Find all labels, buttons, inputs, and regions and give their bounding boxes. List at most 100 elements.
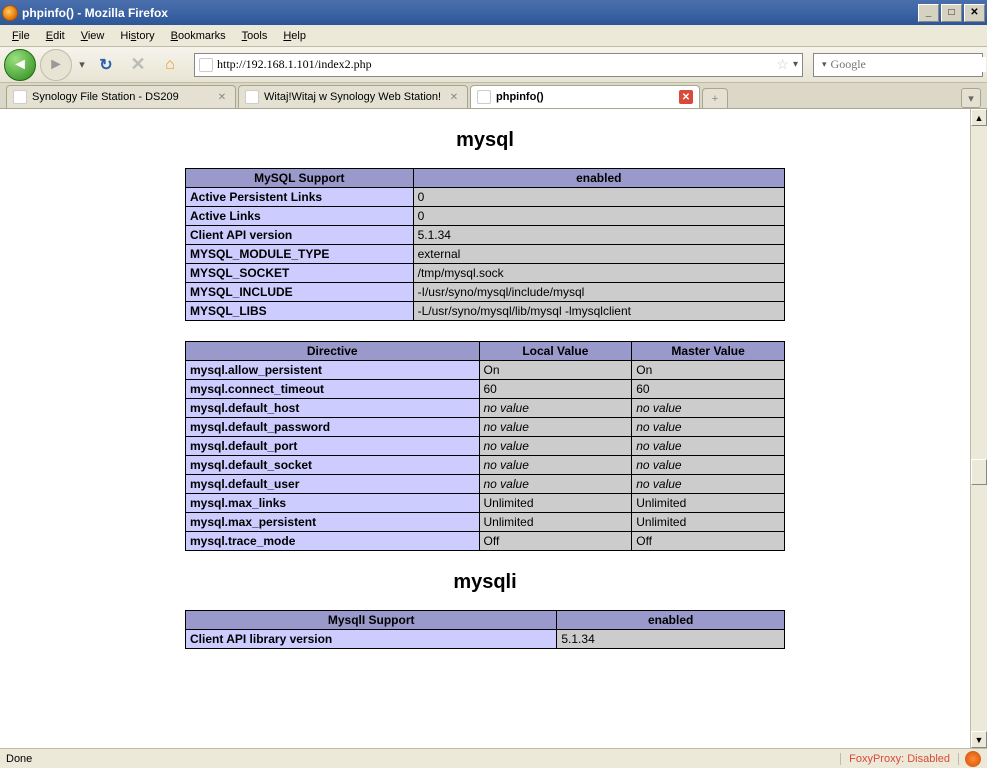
table-value: Off bbox=[479, 532, 632, 551]
table-value: no value bbox=[479, 437, 632, 456]
foxyproxy-status[interactable]: FoxyProxy: Disabled bbox=[840, 753, 959, 765]
tab-favicon-icon bbox=[245, 90, 259, 104]
bookmark-star-icon[interactable]: ☆ bbox=[776, 56, 789, 73]
table-row: MYSQL_LIBS-L/usr/syno/mysql/lib/mysql -l… bbox=[186, 302, 785, 321]
table-value: external bbox=[413, 245, 784, 264]
scroll-up-button[interactable]: ▲ bbox=[971, 109, 987, 126]
table-value: On bbox=[632, 361, 785, 380]
table-key: mysql.default_port bbox=[186, 437, 480, 456]
tab-label: phpinfo() bbox=[496, 91, 674, 103]
stop-button[interactable]: ✕ bbox=[128, 55, 148, 75]
reload-button[interactable]: ↻ bbox=[96, 55, 116, 75]
table-header: Directive bbox=[186, 342, 480, 361]
close-button[interactable]: ✕ bbox=[964, 4, 985, 22]
tab-close-icon[interactable]: ✕ bbox=[447, 90, 461, 104]
content-area: mysql MySQL Support enabled Active Persi… bbox=[0, 109, 987, 748]
maximize-button[interactable]: □ bbox=[941, 4, 962, 22]
menu-tools[interactable]: Tools bbox=[234, 28, 276, 44]
table-value: -I/usr/syno/mysql/include/mysql bbox=[413, 283, 784, 302]
table-row: MYSQL_INCLUDE-I/usr/syno/mysql/include/m… bbox=[186, 283, 785, 302]
table-row: mysql.connect_timeout6060 bbox=[186, 380, 785, 399]
status-icon[interactable] bbox=[965, 751, 981, 767]
table-row: Client API library version5.1.34 bbox=[186, 630, 785, 649]
tab-favicon-icon bbox=[13, 90, 27, 104]
table-key: mysql.allow_persistent bbox=[186, 361, 480, 380]
tab-list-button[interactable]: ▾ bbox=[961, 88, 981, 108]
table-value: 60 bbox=[632, 380, 785, 399]
table-row: mysql.default_hostno valueno value bbox=[186, 399, 785, 418]
scroll-track[interactable] bbox=[971, 126, 987, 731]
table-value: no value bbox=[632, 456, 785, 475]
table-value: Off bbox=[632, 532, 785, 551]
table-row: mysql.max_persistentUnlimitedUnlimited bbox=[186, 513, 785, 532]
table-header: enabled bbox=[557, 611, 785, 630]
table-value: /tmp/mysql.sock bbox=[413, 264, 784, 283]
scroll-down-button[interactable]: ▼ bbox=[971, 731, 987, 748]
table-key: mysql.default_password bbox=[186, 418, 480, 437]
menu-file[interactable]: File bbox=[4, 28, 38, 44]
table-header: MySQL Support bbox=[186, 169, 414, 188]
window-titlebar: phpinfo() - Mozilla Firefox _ □ ✕ bbox=[0, 0, 987, 25]
search-input[interactable] bbox=[831, 57, 986, 72]
table-key: MYSQL_MODULE_TYPE bbox=[186, 245, 414, 264]
section-heading: mysqli bbox=[0, 571, 970, 594]
table-key: mysql.connect_timeout bbox=[186, 380, 480, 399]
table-value: no value bbox=[479, 456, 632, 475]
search-box[interactable]: ▾ 🔍 bbox=[813, 53, 983, 77]
table-key: mysql.default_socket bbox=[186, 456, 480, 475]
table-key: MYSQL_INCLUDE bbox=[186, 283, 414, 302]
table-value: no value bbox=[632, 418, 785, 437]
table-row: Active Links0 bbox=[186, 207, 785, 226]
table-value: 0 bbox=[413, 207, 784, 226]
url-dropdown-icon[interactable]: ▾ bbox=[793, 59, 798, 70]
table-value: -L/usr/syno/mysql/lib/mysql -lmysqlclien… bbox=[413, 302, 784, 321]
table-key: Client API version bbox=[186, 226, 414, 245]
table-row: MYSQL_MODULE_TYPEexternal bbox=[186, 245, 785, 264]
table-value: 0 bbox=[413, 188, 784, 207]
tab-close-icon[interactable]: ✕ bbox=[215, 90, 229, 104]
forward-button[interactable]: ► bbox=[40, 49, 72, 81]
arrow-right-icon: ► bbox=[48, 56, 64, 74]
arrow-left-icon: ◄ bbox=[12, 56, 28, 74]
vertical-scrollbar[interactable]: ▲ ▼ bbox=[970, 109, 987, 748]
nav-history-dropdown[interactable]: ▾ bbox=[76, 56, 88, 74]
table-value: 5.1.34 bbox=[413, 226, 784, 245]
tab-1[interactable]: Witaj!Witaj w Synology Web Station! ✕ bbox=[238, 85, 468, 108]
menu-history[interactable]: History bbox=[112, 28, 162, 44]
menu-help[interactable]: Help bbox=[275, 28, 314, 44]
table-key: mysql.default_host bbox=[186, 399, 480, 418]
tab-favicon-icon bbox=[477, 90, 491, 104]
table-value: no value bbox=[479, 475, 632, 494]
tab-label: Synology File Station - DS209 bbox=[32, 91, 210, 103]
table-key: mysql.max_links bbox=[186, 494, 480, 513]
table-row: mysql.allow_persistentOnOn bbox=[186, 361, 785, 380]
section-heading: mysql bbox=[0, 129, 970, 152]
menu-bookmarks[interactable]: Bookmarks bbox=[163, 28, 234, 44]
table-key: MYSQL_SOCKET bbox=[186, 264, 414, 283]
new-tab-button[interactable]: + bbox=[702, 88, 728, 108]
tab-2[interactable]: phpinfo() ✕ bbox=[470, 85, 700, 108]
url-input[interactable] bbox=[217, 57, 772, 72]
tab-0[interactable]: Synology File Station - DS209 ✕ bbox=[6, 85, 236, 108]
window-buttons: _ □ ✕ bbox=[918, 4, 985, 22]
mysql-support-table: MySQL Support enabled Active Persistent … bbox=[185, 168, 785, 321]
page-content: mysql MySQL Support enabled Active Persi… bbox=[0, 109, 970, 748]
menu-edit[interactable]: Edit bbox=[38, 28, 73, 44]
table-key: mysql.max_persistent bbox=[186, 513, 480, 532]
search-engine-dropdown[interactable]: ▾ bbox=[822, 59, 827, 70]
minimize-button[interactable]: _ bbox=[918, 4, 939, 22]
table-header: enabled bbox=[413, 169, 784, 188]
scroll-thumb[interactable] bbox=[971, 459, 987, 485]
table-value: no value bbox=[479, 418, 632, 437]
home-button[interactable]: ⌂ bbox=[160, 55, 180, 75]
menu-view[interactable]: View bbox=[73, 28, 113, 44]
back-button[interactable]: ◄ bbox=[4, 49, 36, 81]
url-bar[interactable]: ☆ ▾ bbox=[194, 53, 803, 77]
table-key: MYSQL_LIBS bbox=[186, 302, 414, 321]
table-value: Unlimited bbox=[632, 494, 785, 513]
mysqli-support-table: MysqlI Support enabled Client API librar… bbox=[185, 610, 785, 649]
table-value: no value bbox=[632, 437, 785, 456]
table-key: Active Persistent Links bbox=[186, 188, 414, 207]
table-value: 60 bbox=[479, 380, 632, 399]
tab-close-icon[interactable]: ✕ bbox=[679, 90, 693, 104]
